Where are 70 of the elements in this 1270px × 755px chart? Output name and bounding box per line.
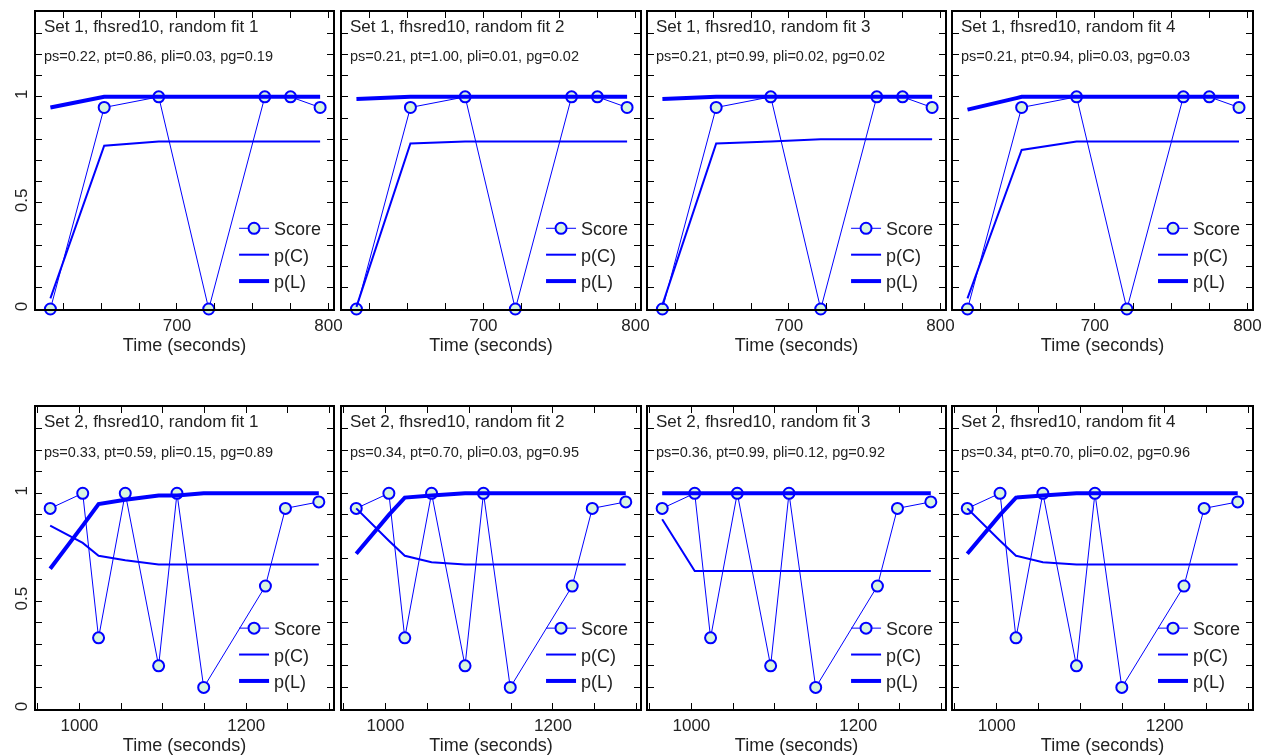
y-tick-label: 0 [12,701,32,712]
legend-label: p(L) [1193,671,1226,692]
x-tick-label: 800 [1233,316,1262,336]
y-tick-label: 0.5 [12,188,32,213]
x-axis-title: Time (seconds) [122,335,247,356]
legend-label: Score [581,619,629,640]
x-tick-label: 1200 [1145,716,1184,736]
legend-label: p(L) [1193,272,1226,293]
text: ps=0.36, pt=0.99, pli=0.12, pg=0.92 [656,444,885,460]
legend-label: p(C) [274,245,310,266]
chart-title: Set 2, fhsred10, random fit 4 [961,412,1176,431]
chart-title: Set 1, fhsred10, random fit 3 [656,17,871,36]
legend-label: p(C) [1193,645,1229,666]
x-axis-title: Time (seconds) [734,335,859,356]
x-axis-title: Time (seconds) [122,735,247,755]
x-tick-label: 1200 [534,716,572,736]
legend-label: p(L) [886,671,919,692]
chart-title: Set 1, fhsred10, random fit 4 [961,17,1176,36]
chart-title: Set 2, fhsred10, random fit 3 [656,412,871,431]
legend-label: Score [274,619,322,640]
text: ps=0.21, pt=0.94, pli=0.03, pg=0.03 [961,48,1190,64]
legend-label: p(C) [886,245,922,266]
chart-title: Set 1, fhsred10, random fit 1 [44,17,259,36]
text: ps=0.22, pt=0.86, pli=0.03, pg=0.19 [44,48,273,64]
legend-label: Score [581,219,629,240]
legend-label: p(C) [886,645,922,666]
legend-label: p(L) [581,272,614,293]
x-tick-label: 700 [1080,316,1110,336]
legend-label: Score [886,219,934,240]
y-tick-label: 1 [12,486,32,496]
legend-label: Score [274,219,322,240]
x-tick-label: 800 [314,316,343,336]
text: ps=0.34, pt=0.70, pli=0.02, pg=0.96 [961,444,1190,460]
x-tick-label: 1200 [227,716,266,736]
legend-label: p(C) [581,645,617,666]
x-tick-label: 1000 [977,716,1016,736]
x-axis-title: Time (seconds) [429,335,553,356]
text: ps=0.21, pt=1.00, pli=0.01, pg=0.02 [350,48,579,64]
legend-label: p(L) [274,671,307,692]
text: ps=0.34, pt=0.70, pli=0.03, pg=0.95 [350,444,579,460]
legend-label: p(C) [274,645,310,666]
y-tick-label: 0.5 [12,586,32,611]
y-tick-label: 0 [12,301,32,312]
x-axis-title: Time (seconds) [429,735,553,755]
x-tick-label: 800 [621,316,650,336]
x-axis-title: Time (seconds) [1040,335,1165,356]
legend-label: Score [1193,219,1241,240]
legend-label: p(C) [1193,245,1229,266]
x-axis-title: Time (seconds) [734,735,859,755]
text: ps=0.21, pt=0.99, pli=0.02, pg=0.02 [656,48,885,64]
x-tick-label: 700 [469,316,498,336]
legend-label: p(C) [581,245,617,266]
x-tick-label: 700 [774,316,804,336]
x-tick-label: 700 [162,316,192,336]
legend-label: p(L) [581,671,614,692]
chart-title: Set 1, fhsred10, random fit 2 [350,17,565,36]
legend-label: p(L) [886,272,919,293]
text: ps=0.33, pt=0.59, pli=0.15, pg=0.89 [44,444,273,460]
x-axis-title: Time (seconds) [1040,735,1165,755]
legend-label: Score [886,619,934,640]
chart-title: Set 2, fhsred10, random fit 1 [44,412,259,431]
chart-title: Set 2, fhsred10, random fit 2 [350,412,565,431]
x-tick-label: 800 [926,316,955,336]
x-tick-label: 1200 [839,716,878,736]
y-tick-label: 1 [12,89,32,100]
x-tick-label: 1000 [60,716,99,736]
x-tick-label: 1000 [366,716,405,736]
legend-label: p(L) [274,272,307,293]
legend-label: Score [1193,619,1241,640]
x-tick-label: 1000 [672,716,711,736]
